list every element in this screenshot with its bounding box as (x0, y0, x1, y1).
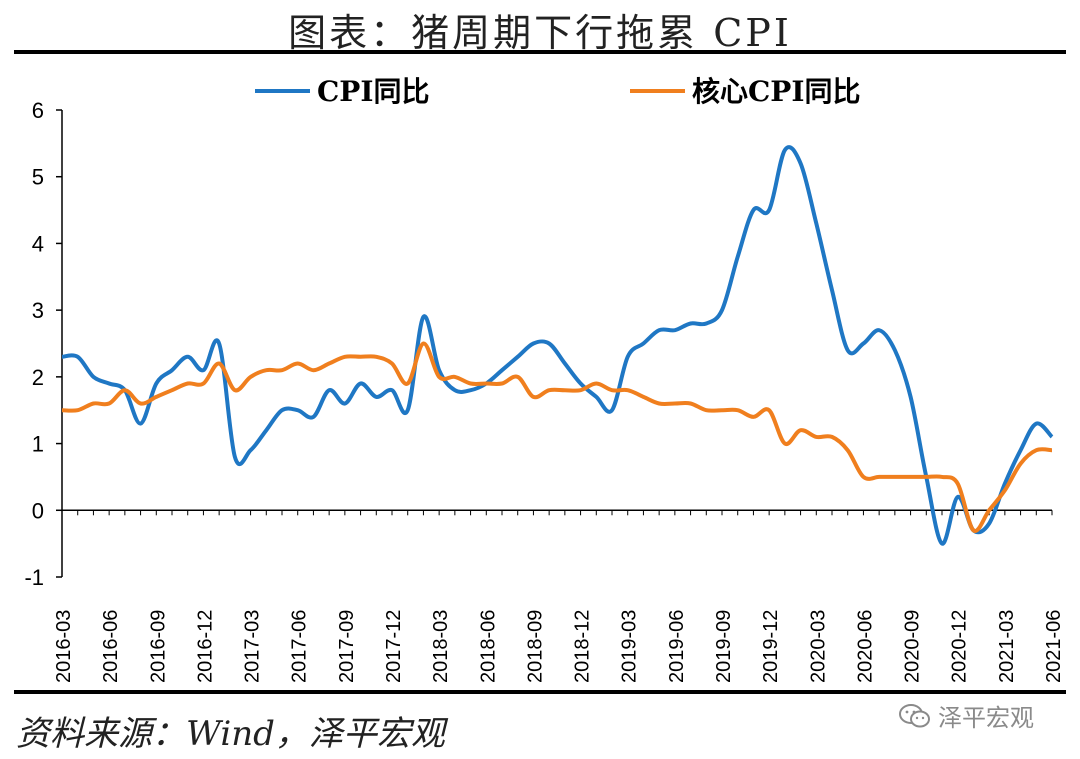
y-tick-label: 6 (32, 98, 44, 123)
title-rule (14, 50, 1066, 54)
x-tick-label: 2017-09 (336, 610, 358, 683)
x-tick-label: 2018-06 (477, 610, 499, 683)
series-lines (61, 145, 1054, 546)
y-tick-label: 4 (32, 231, 44, 256)
legend-label: CPI同比 (317, 75, 429, 108)
wechat-icon (899, 703, 930, 727)
x-tick-label: 2018-09 (524, 610, 546, 683)
line-chart: CPI同比 核心CPI同比 6 5 4 3 2 1 0 -1 2016-03 2016-06 2016… (24, 75, 1065, 683)
source-note: 资料来源：Wind，泽平宏观 (16, 714, 445, 754)
y-tick-label: 1 (32, 432, 44, 457)
x-tick-label: 2020-03 (807, 610, 829, 683)
chart-title: 图表：猪周期下行拖累 CPI (288, 11, 792, 55)
x-tick-label: 2018-03 (430, 610, 452, 683)
x-tick-label: 2018-12 (572, 610, 594, 683)
axes: 6 5 4 3 2 1 0 -1 2016-03 2016-06 2016-09 2016-12 201… (24, 98, 1065, 683)
x-tick-label: 2016-03 (53, 610, 75, 683)
watermark-text: 泽平宏观 (938, 704, 1034, 732)
series-line-0 (61, 145, 1054, 546)
x-tick-label: 2020-09 (902, 610, 924, 683)
x-tick-label: 2019-06 (666, 610, 688, 683)
y-tick-label: -1 (24, 565, 44, 590)
watermark: 泽平宏观 (898, 698, 1034, 733)
x-tick-label: 2019-03 (619, 610, 641, 683)
y-tick-label: 3 (32, 298, 44, 323)
y-tick-label: 5 (32, 165, 44, 190)
x-tick-label: 2017-12 (383, 610, 405, 683)
y-tick-label: 0 (32, 498, 44, 523)
x-tick-label: 2016-06 (100, 610, 122, 683)
legend-label: 核心CPI同比 (692, 75, 860, 108)
x-tick-label: 2016-09 (147, 610, 169, 683)
y-tick-label: 2 (32, 365, 44, 390)
x-tick-label: 2017-06 (289, 610, 311, 683)
series-line-1 (61, 341, 1053, 533)
footer-rule (14, 690, 1066, 694)
x-tick-label: 2019-09 (713, 610, 735, 683)
x-tick-label: 2017-03 (242, 610, 264, 683)
x-tick-label: 2016-12 (194, 610, 216, 683)
x-tick-label: 2020-06 (854, 610, 876, 683)
x-tick-label: 2021-06 (1043, 610, 1065, 683)
legend: CPI同比 核心CPI同比 (255, 75, 860, 108)
x-tick-label: 2021-03 (996, 610, 1018, 683)
x-tick-label: 2020-12 (949, 610, 971, 683)
x-tick-label: 2019-12 (760, 610, 782, 683)
